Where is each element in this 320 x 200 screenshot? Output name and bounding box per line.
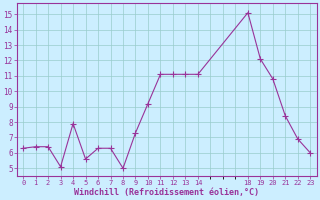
X-axis label: Windchill (Refroidissement éolien,°C): Windchill (Refroidissement éolien,°C) (74, 188, 259, 197)
